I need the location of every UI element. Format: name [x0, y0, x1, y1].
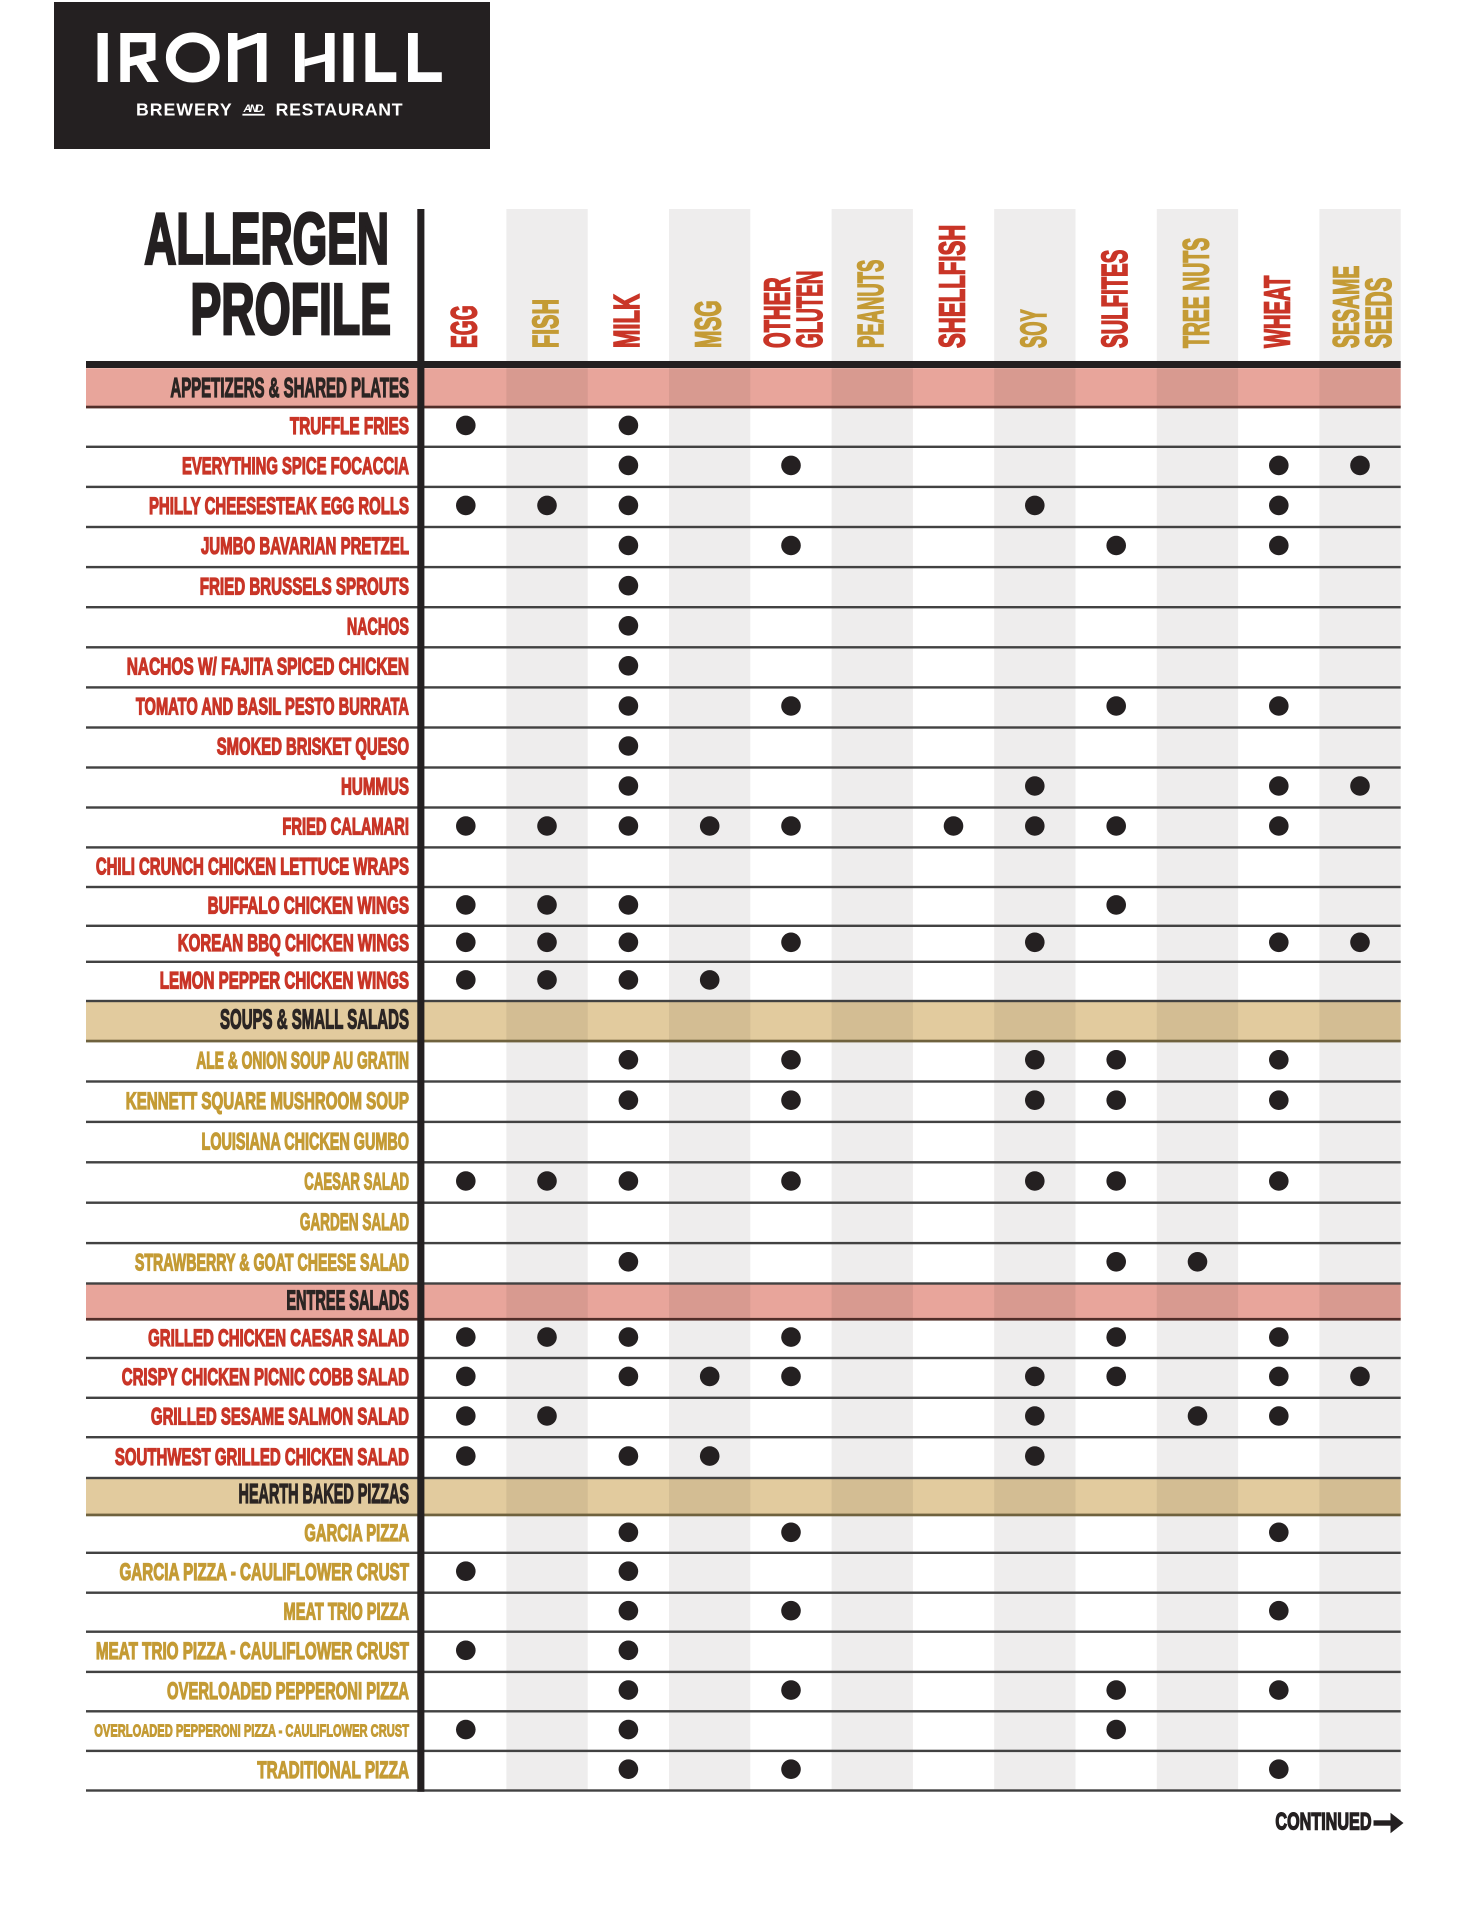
svg-text:GRILLED SESAME SALMON SALAD: GRILLED SESAME SALMON SALAD — [151, 1404, 409, 1430]
svg-text:TREE NUTS: TREE NUTS — [1177, 238, 1217, 348]
svg-text:TRUFFLE FRIES: TRUFFLE FRIES — [290, 414, 409, 440]
svg-text:EVERYTHING SPICE FOCACCIA: EVERYTHING SPICE FOCACCIA — [182, 454, 409, 480]
svg-text:FRIED CALAMARI: FRIED CALAMARI — [282, 814, 409, 841]
svg-text:HUMMUS: HUMMUS — [341, 774, 409, 800]
svg-text:BUFFALO CHICKEN WINGS: BUFFALO CHICKEN WINGS — [208, 893, 409, 919]
svg-text:GLUTEN: GLUTEN — [791, 271, 831, 348]
svg-text:EGG: EGG — [445, 305, 485, 348]
svg-text:APPETIZERS & SHARED PLATES: APPETIZERS & SHARED PLATES — [170, 372, 409, 403]
svg-text:AND: AND — [243, 103, 264, 115]
svg-text:NACHOS: NACHOS — [347, 614, 409, 641]
svg-text:OVERLOADED PEPPERONI PIZZA - C: OVERLOADED PEPPERONI PIZZA - CAULIFLOWER… — [94, 1721, 409, 1741]
svg-text:OTHER: OTHER — [757, 277, 798, 348]
svg-text:ENTREE SALADS: ENTREE SALADS — [286, 1284, 409, 1315]
svg-text:CAESAR SALAD: CAESAR SALAD — [304, 1169, 409, 1196]
svg-text:LEMON PEPPER CHICKEN WINGS: LEMON PEPPER CHICKEN WINGS — [160, 968, 409, 994]
svg-text:PHILLY CHEESESTEAK EGG ROLLS: PHILLY CHEESESTEAK EGG ROLLS — [149, 494, 409, 520]
svg-text:SOY: SOY — [1014, 309, 1054, 348]
svg-text:PEANUTS: PEANUTS — [852, 260, 892, 348]
svg-text:CHILI CRUNCH CHICKEN LETTUCE W: CHILI CRUNCH CHICKEN LETTUCE WRAPS — [96, 854, 409, 880]
svg-text:OVERLOADED PEPPERONI PIZZA: OVERLOADED PEPPERONI PIZZA — [167, 1678, 409, 1704]
svg-text:TOMATO AND BASIL PESTO BURRATA: TOMATO AND BASIL PESTO BURRATA — [136, 694, 409, 721]
svg-text:STRAWBERRY & GOAT CHEESE SALAD: STRAWBERRY & GOAT CHEESE SALAD — [135, 1250, 409, 1277]
svg-text:GARDEN SALAD: GARDEN SALAD — [300, 1209, 409, 1236]
svg-text:CONTINUED: CONTINUED — [1275, 1808, 1371, 1835]
svg-text:MEAT TRIO PIZZA: MEAT TRIO PIZZA — [284, 1599, 409, 1626]
svg-text:SOUTHWEST GRILLED CHICKEN SALA: SOUTHWEST GRILLED CHICKEN SALAD — [115, 1444, 409, 1470]
svg-text:MEAT TRIO PIZZA - CAULIFLOWER: MEAT TRIO PIZZA - CAULIFLOWER CRUST — [96, 1639, 410, 1665]
svg-text:JUMBO BAVARIAN PRETZEL: JUMBO BAVARIAN PRETZEL — [201, 534, 409, 560]
svg-text:CRISPY CHICKEN PICNIC COBB SAL: CRISPY CHICKEN PICNIC COBB SALAD — [122, 1365, 409, 1391]
svg-text:SHELLFISH: SHELLFISH — [933, 225, 973, 348]
svg-text:HEARTH BAKED PIZZAS: HEARTH BAKED PIZZAS — [239, 1478, 409, 1509]
svg-text:KOREAN BBQ CHICKEN WINGS: KOREAN BBQ CHICKEN WINGS — [178, 931, 409, 957]
svg-text:PROFILE: PROFILE — [190, 268, 391, 349]
svg-text:WHEAT: WHEAT — [1258, 275, 1299, 348]
svg-text:SOUPS & SMALL SALADS: SOUPS & SMALL SALADS — [220, 1004, 409, 1035]
svg-text:GARCIA PIZZA: GARCIA PIZZA — [304, 1521, 409, 1547]
svg-text:FISH: FISH — [526, 299, 566, 348]
svg-text:ALE & ONION SOUP AU GRATIN: ALE & ONION SOUP AU GRATIN — [196, 1048, 409, 1075]
svg-text:KENNETT SQUARE MUSHROOM SOUP: KENNETT SQUARE MUSHROOM SOUP — [126, 1089, 409, 1115]
svg-text:GRILLED CHICKEN CAESAR SALAD: GRILLED CHICKEN CAESAR SALAD — [148, 1325, 409, 1351]
svg-text:MSG: MSG — [689, 300, 729, 348]
svg-text:FRIED BRUSSELS SPROUTS: FRIED BRUSSELS SPROUTS — [200, 574, 409, 600]
svg-text:TRADITIONAL PIZZA: TRADITIONAL PIZZA — [257, 1758, 409, 1784]
svg-text:RESTAURANT: RESTAURANT — [276, 100, 403, 120]
svg-text:ALLERGEN: ALLERGEN — [144, 197, 389, 279]
svg-text:SESAME: SESAME — [1327, 266, 1367, 348]
svg-text:SMOKED BRISKET QUESO: SMOKED BRISKET QUESO — [217, 734, 409, 760]
svg-text:SULFITES: SULFITES — [1095, 250, 1136, 348]
svg-text:GARCIA PIZZA - CAULIFLOWER CRU: GARCIA PIZZA - CAULIFLOWER CRUST — [119, 1560, 409, 1586]
svg-text:BREWERY: BREWERY — [136, 100, 232, 120]
svg-text:SEEDS: SEEDS — [1359, 278, 1399, 348]
svg-text:NACHOS W/ FAJITA SPICED CHICKE: NACHOS W/ FAJITA SPICED CHICKEN — [127, 654, 409, 680]
svg-text:LOUISIANA CHICKEN GUMBO: LOUISIANA CHICKEN GUMBO — [202, 1129, 409, 1156]
svg-text:MILK: MILK — [608, 294, 648, 348]
